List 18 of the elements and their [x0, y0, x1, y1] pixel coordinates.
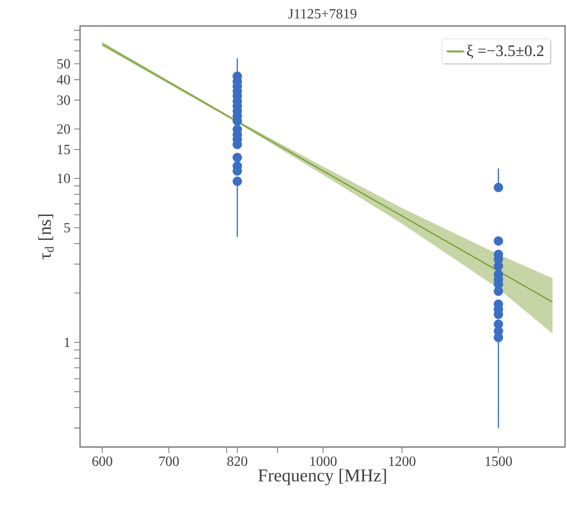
y-tick-label: 10 [58, 174, 70, 184]
x-axis-title: Frequency [MHz] [258, 468, 386, 486]
x-tick-label: 820 [227, 456, 248, 466]
y-tick-label: 40 [56, 74, 70, 84]
y-tick-label: 50 [57, 59, 70, 69]
legend-label: ξ =−3.5±0.2 [467, 44, 544, 59]
chart-title: J1125+7819 [288, 9, 356, 18]
y-tick-label: 15 [58, 144, 70, 154]
x-tick-label: 1200 [389, 456, 416, 466]
x-tick-label: 600 [92, 456, 112, 466]
y-tick-label: 1 [64, 338, 70, 347]
y-tick-label: 5 [64, 223, 70, 232]
x-tick-label: 1500 [486, 456, 512, 466]
x-tick-label: 700 [159, 456, 179, 466]
x-tick-label: 1000 [310, 456, 337, 466]
y-axis-title: τ$_{d}$ [ns] [38, 214, 54, 260]
y-tick-label: 20 [57, 124, 70, 134]
y-tick-label: 30 [57, 95, 70, 105]
